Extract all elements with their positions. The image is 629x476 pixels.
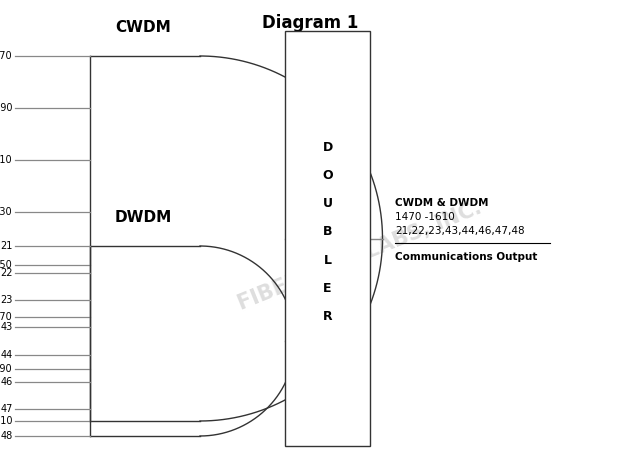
Text: 1510: 1510 — [0, 155, 13, 165]
Text: 1490: 1490 — [0, 103, 13, 113]
Text: 23: 23 — [1, 295, 13, 305]
Text: 21,22,23,43,44,46,47,48: 21,22,23,43,44,46,47,48 — [395, 226, 525, 236]
Text: D: D — [323, 141, 333, 154]
Text: DWDM: DWDM — [115, 210, 172, 226]
Text: 1470: 1470 — [0, 51, 13, 61]
Text: 1590: 1590 — [0, 364, 13, 374]
Text: 21: 21 — [1, 241, 13, 251]
Text: 47: 47 — [1, 404, 13, 414]
Text: 1470 -1610: 1470 -1610 — [395, 212, 455, 222]
Text: O: O — [322, 169, 333, 182]
Bar — [285, 31, 370, 446]
Text: U: U — [323, 197, 333, 210]
Text: Diagram 1: Diagram 1 — [262, 14, 358, 32]
Text: R: R — [323, 310, 332, 323]
Text: L: L — [323, 254, 331, 267]
Text: 1530: 1530 — [0, 208, 13, 218]
Text: 44: 44 — [1, 349, 13, 359]
Text: FIBERDYNE LABS, INC.: FIBERDYNE LABS, INC. — [235, 198, 485, 314]
Text: E: E — [323, 282, 331, 295]
Text: 48: 48 — [1, 431, 13, 441]
Text: Communications Output: Communications Output — [395, 252, 537, 262]
Text: 1610: 1610 — [0, 416, 13, 426]
Text: 46: 46 — [1, 377, 13, 387]
Text: B: B — [323, 225, 332, 238]
Text: CWDM & DWDM: CWDM & DWDM — [395, 198, 489, 208]
Text: 22: 22 — [1, 268, 13, 278]
Text: 1570: 1570 — [0, 312, 13, 322]
Text: 1550: 1550 — [0, 259, 13, 269]
Text: CWDM: CWDM — [115, 20, 170, 36]
Text: 43: 43 — [1, 322, 13, 332]
